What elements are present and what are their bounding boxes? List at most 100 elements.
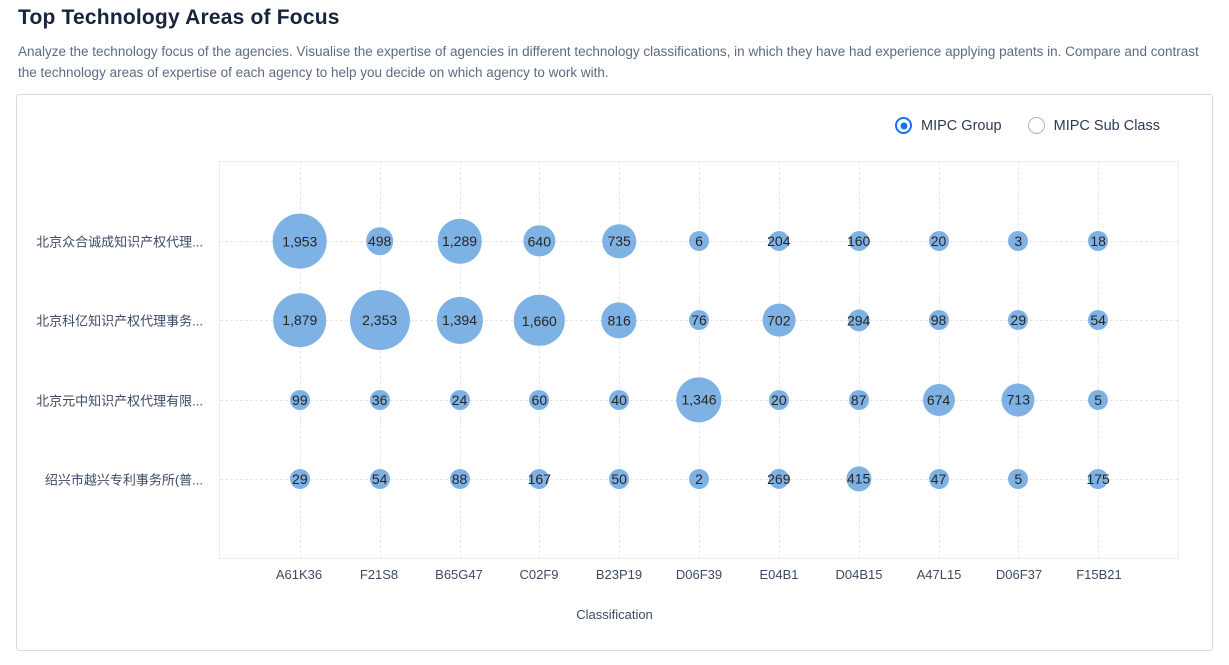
radio-selected-icon[interactable]: [895, 117, 913, 134]
bubble-value-label: 498: [367, 233, 392, 250]
gridline: [1098, 162, 1100, 558]
bubble-value-label: 99: [292, 391, 308, 408]
bubble-value-label: 50: [611, 470, 627, 487]
bubble[interactable]: 735: [602, 224, 636, 258]
bubble-value-label: 47: [930, 470, 947, 487]
radio-mipc-group[interactable]: MIPC Group: [895, 117, 1002, 134]
bubble[interactable]: 702: [762, 304, 796, 337]
bubble[interactable]: 54: [1088, 310, 1109, 331]
bubble[interactable]: 47: [928, 468, 949, 489]
x-tick-label: B23P19: [595, 567, 643, 582]
bubble[interactable]: 20: [928, 231, 949, 252]
bubble[interactable]: 2,353: [349, 290, 410, 351]
bubble[interactable]: 98: [928, 310, 949, 331]
y-tick-label: 北京科亿知识产权代理事务...: [36, 313, 203, 329]
bubble[interactable]: 50: [609, 468, 630, 489]
bubble-value-label: 98: [930, 312, 947, 329]
bubble[interactable]: 40: [609, 389, 630, 410]
bubble[interactable]: 60: [529, 389, 550, 410]
x-tick-label: F15B21: [1076, 567, 1122, 582]
bubble-value-label: 54: [371, 470, 388, 487]
bubble[interactable]: 204: [767, 231, 791, 252]
bubble[interactable]: 1,394: [436, 297, 483, 344]
x-tick-label: D06F39: [675, 567, 723, 582]
x-axis-title: Classification: [576, 607, 653, 622]
radio-label: MIPC Group: [921, 117, 1002, 134]
bubble-value-label: 29: [1010, 312, 1027, 329]
radio-unselected-icon[interactable]: [1027, 117, 1045, 134]
bubble[interactable]: 160: [846, 231, 871, 252]
bubble-value-label: 54: [1090, 312, 1106, 329]
bubble[interactable]: 6: [689, 231, 709, 252]
bubble[interactable]: 24: [449, 389, 470, 410]
bubble-value-label: 1,660: [521, 312, 557, 329]
bubble[interactable]: 713: [1001, 383, 1035, 417]
bubble-value-label: 1,289: [441, 233, 478, 250]
bubble[interactable]: 1,289: [437, 218, 482, 264]
bubble-value-label: 20: [930, 233, 947, 250]
bubble[interactable]: 18: [1088, 231, 1109, 252]
bubble[interactable]: 640: [523, 225, 555, 257]
bubble[interactable]: 175: [1086, 468, 1110, 489]
gridline: [938, 162, 940, 558]
page-description: Analyze the technology focus of the agen…: [18, 44, 1199, 80]
bubble[interactable]: 415: [846, 466, 872, 492]
bubble-value-label: 415: [846, 470, 871, 487]
bubble-value-label: 40: [611, 391, 627, 408]
bubble-value-label: 29: [292, 470, 308, 487]
bubble[interactable]: 3: [1008, 231, 1029, 252]
bubble[interactable]: 20: [768, 389, 789, 410]
bubble-value-label: 269: [767, 470, 791, 487]
gridline: [778, 162, 780, 558]
bubble[interactable]: 1,346: [676, 376, 722, 423]
bubble-value-label: 87: [850, 391, 867, 408]
bubble-value-label: 60: [531, 391, 548, 408]
bubble[interactable]: 269: [767, 468, 791, 489]
radio-mipc-sub-class[interactable]: MIPC Sub Class: [1027, 117, 1160, 134]
plot-area: 1,953 498 1,289 640 735 6 204 160 20 3 18 1,879 2,35…: [219, 161, 1179, 559]
bubble[interactable]: 2: [689, 468, 709, 489]
bubble[interactable]: 29: [1008, 310, 1029, 331]
bubble[interactable]: 99: [289, 389, 310, 410]
bubble[interactable]: 167: [528, 468, 551, 489]
bubble[interactable]: 36: [369, 389, 390, 410]
bubble[interactable]: 294: [847, 309, 870, 331]
x-tick-label: A47L15: [916, 567, 962, 582]
bubble[interactable]: 76: [689, 310, 709, 331]
bubble[interactable]: 498: [365, 227, 394, 255]
bubble[interactable]: 1,660: [514, 295, 565, 346]
bubble[interactable]: 29: [289, 468, 310, 489]
gridline: [459, 162, 461, 558]
bubble[interactable]: 5: [1088, 389, 1109, 410]
bubble-value-label: 702: [767, 312, 791, 329]
bubble-value-label: 2,353: [362, 312, 398, 329]
radio-label: MIPC Sub Class: [1053, 117, 1160, 134]
bubble[interactable]: 1,953: [272, 213, 328, 269]
bubble-value-label: 20: [771, 391, 787, 408]
gridline: [619, 162, 621, 558]
bubble-value-label: 175: [1086, 470, 1110, 487]
bubble[interactable]: 674: [922, 383, 955, 416]
bubble-value-label: 160: [846, 233, 871, 250]
chart-panel: MIPC Group MIPC Sub Class 北京众合诚成知识产权代理..…: [16, 94, 1213, 651]
bubble-value-label: 1,879: [282, 312, 318, 329]
bubble[interactable]: 88: [449, 468, 470, 489]
y-tick-label: 北京众合诚成知识产权代理...: [36, 234, 203, 250]
bubble[interactable]: 1,879: [273, 293, 327, 348]
bubble[interactable]: 5: [1008, 468, 1029, 489]
bubble[interactable]: 816: [601, 302, 637, 339]
bubble-value-label: 6: [695, 233, 703, 250]
bubble[interactable]: 87: [848, 389, 869, 410]
bubble[interactable]: 54: [369, 468, 390, 489]
bubble-value-label: 24: [451, 391, 468, 408]
bubble-value-label: 1,346: [681, 391, 717, 408]
x-tick-label: B65G47: [435, 567, 483, 582]
bubble-value-label: 36: [371, 391, 388, 408]
gridline: [299, 162, 301, 558]
bubble-value-label: 88: [451, 470, 468, 487]
bubble-value-label: 1,953: [282, 233, 318, 250]
bubble-value-label: 735: [607, 233, 631, 250]
metric-radio-group: MIPC Group MIPC Sub Class: [895, 117, 1160, 134]
gridline: [858, 162, 860, 558]
